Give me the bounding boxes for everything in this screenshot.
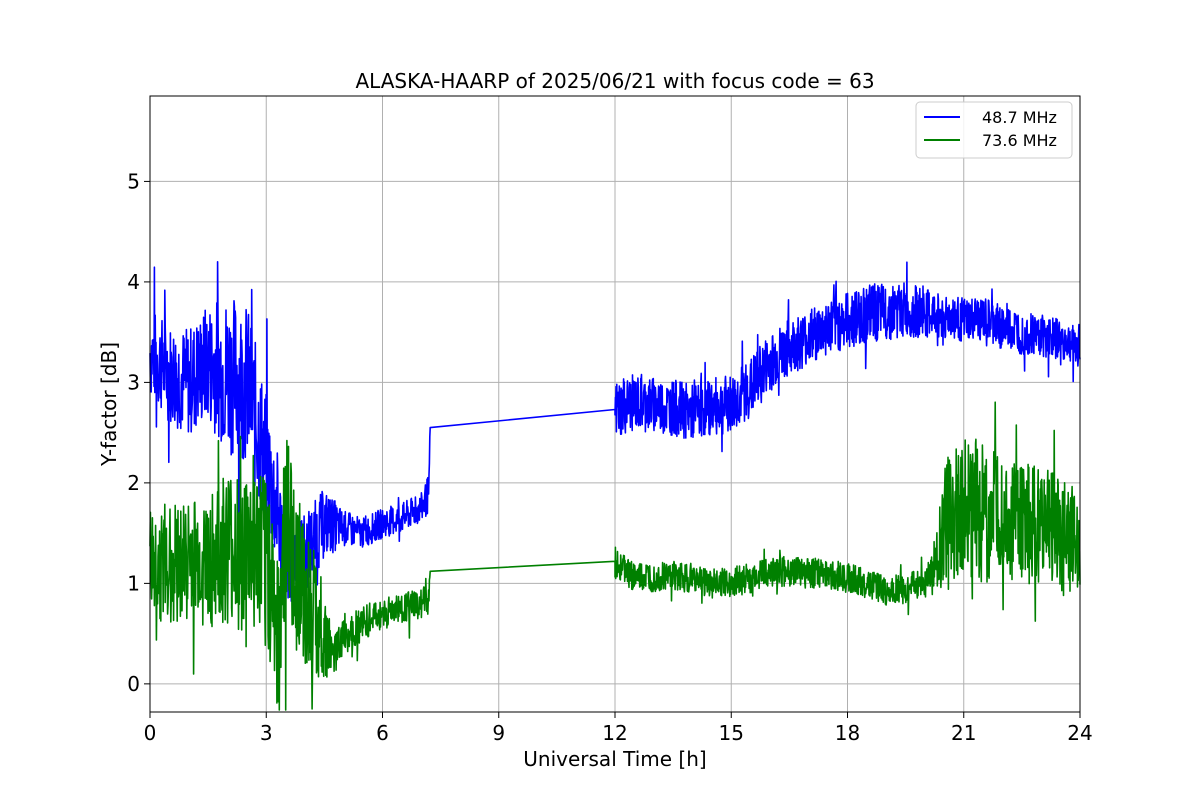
y-axis-label: Y-factor [dB] — [97, 342, 121, 467]
x-tick-label: 3 — [260, 721, 273, 745]
y-tick-label: 4 — [127, 270, 140, 294]
y-tick-label: 3 — [127, 370, 140, 394]
legend: 48.7 MHz 73.6 MHz — [915, 101, 1073, 159]
y-tick-label: 5 — [127, 169, 140, 193]
x-tick-label: 15 — [719, 721, 744, 745]
x-tick-label: 18 — [835, 721, 860, 745]
x-axis-label: Universal Time [h] — [523, 747, 706, 771]
x-tick-label: 24 — [1067, 721, 1092, 745]
x-tick-label: 6 — [376, 721, 389, 745]
legend-label-48-7: 48.7 MHz — [982, 108, 1057, 127]
y-tick-label: 2 — [127, 471, 140, 495]
x-tick-label: 9 — [492, 721, 505, 745]
x-tick-label: 0 — [144, 721, 157, 745]
y-tick-label: 1 — [127, 571, 140, 595]
x-tick-label: 21 — [951, 721, 976, 745]
chart-title: ALASKA-HAARP of 2025/06/21 with focus co… — [355, 69, 874, 93]
x-tick-label: 12 — [602, 721, 627, 745]
legend-label-73-6: 73.6 MHz — [982, 131, 1057, 150]
y-tick-label: 0 — [127, 672, 140, 696]
series-line-73-6-mhz — [149, 401, 1081, 711]
plot-series — [149, 261, 1081, 711]
